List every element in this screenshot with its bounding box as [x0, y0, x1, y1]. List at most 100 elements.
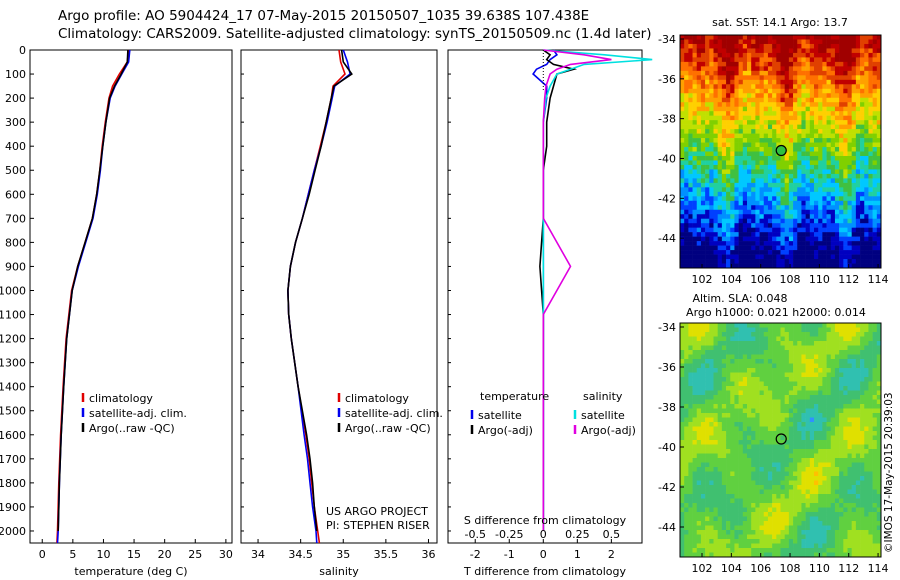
- figure-title-line2: Climatology: CARS2009. Satellite-adjuste…: [58, 26, 652, 42]
- y-tick-label: 900: [5, 260, 26, 273]
- x-tick-label: -1: [504, 548, 515, 561]
- x-tick-label: 114: [868, 273, 889, 286]
- x-tick-top-label: 0.5: [603, 528, 621, 541]
- x-tick-label: 112: [838, 273, 859, 286]
- y-tick-label: -36: [658, 73, 676, 86]
- y-tick-label: 400: [5, 140, 26, 153]
- y-tick-label: -38: [658, 113, 676, 126]
- x-tick-label: 110: [809, 273, 830, 286]
- x-tick-label: 10: [96, 548, 110, 561]
- annotation-text: US ARGO PROJECT: [326, 505, 428, 518]
- x-tick-label: 106: [750, 273, 771, 286]
- y-tick-label: -36: [658, 361, 676, 374]
- y-tick-label: 1700: [0, 453, 26, 466]
- map-frame: [679, 34, 882, 269]
- legend-label: climatology: [89, 392, 153, 405]
- plot-frame-2: [240, 49, 438, 544]
- y-tick-label: 600: [5, 188, 26, 201]
- x-axis-top-label: S difference from climatology: [464, 514, 627, 527]
- y-tick-label: 1500: [0, 405, 26, 418]
- x-tick-label: 35.5: [374, 548, 399, 561]
- y-tick-label: 1800: [0, 477, 26, 490]
- series-line-argo-raw-qc-: [57, 49, 129, 532]
- y-tick-label: -44: [658, 232, 676, 245]
- x-tick-label: 104: [721, 562, 742, 575]
- legend-label: satellite-adj. clim.: [345, 407, 443, 420]
- y-tick-label: 500: [5, 164, 26, 177]
- y-tick-label: -40: [658, 441, 676, 454]
- plot-frame-3: [447, 49, 643, 544]
- x-tick-top-label: 0: [540, 528, 547, 541]
- x-tick-label: 34: [251, 548, 265, 561]
- x-axis-label: temperature (deg C): [74, 565, 187, 578]
- plot-frame-1: [29, 49, 233, 544]
- y-tick-label: 1100: [0, 309, 26, 322]
- y-tick-label: 800: [5, 236, 26, 249]
- x-tick-label: 25: [188, 548, 202, 561]
- sla-map-title-line1: Altim. SLA: 0.048: [692, 292, 787, 305]
- x-tick-label: 102: [692, 562, 713, 575]
- x-tick-label: 20: [158, 548, 172, 561]
- heatmap-2: [680, 323, 882, 558]
- y-tick-label: 2000: [0, 525, 26, 538]
- x-tick-label: 108: [780, 273, 801, 286]
- x-axis-label: T difference from climatology: [463, 565, 626, 578]
- x-tick-label: 112: [838, 562, 859, 575]
- y-tick-label: -40: [658, 152, 676, 165]
- legend-label: satellite-adj. clim.: [89, 407, 187, 420]
- x-tick-top-label: -0.5: [464, 528, 485, 541]
- x-tick-label: -2: [470, 548, 481, 561]
- legend-label: satellite: [581, 409, 625, 422]
- x-tick-label: 1: [574, 548, 581, 561]
- legend-label: Argo(-adj): [478, 424, 533, 437]
- x-tick-label: 114: [868, 562, 889, 575]
- y-tick-label: -44: [658, 521, 676, 534]
- heatmap-1: [680, 35, 882, 269]
- series-line-argo-raw-qc-: [287, 49, 353, 532]
- y-tick-label: -42: [658, 481, 676, 494]
- y-tick-label: 0: [19, 44, 26, 57]
- y-tick-label: 300: [5, 116, 26, 129]
- y-tick-label: -34: [658, 33, 676, 46]
- x-tick-label: 110: [809, 562, 830, 575]
- map-frame: [679, 322, 882, 558]
- y-tick-label: -38: [658, 401, 676, 414]
- x-tick-label: 35: [336, 548, 350, 561]
- x-tick-label: 106: [750, 562, 771, 575]
- y-tick-label: 1300: [0, 357, 26, 370]
- argo-location-marker: [775, 433, 787, 445]
- x-tick-label: 0: [540, 548, 547, 561]
- x-tick-label: 2: [608, 548, 615, 561]
- legend-title-salinity: salinity: [583, 390, 623, 403]
- x-tick-label: 5: [69, 548, 76, 561]
- x-tick-label: 102: [692, 273, 713, 286]
- y-tick-label: 700: [5, 212, 26, 225]
- x-tick-label: 15: [127, 548, 141, 561]
- y-tick-label: 200: [5, 92, 26, 105]
- legend-label: Argo(-adj): [581, 424, 636, 437]
- x-tick-label: 36: [421, 548, 435, 561]
- y-tick-label: 1200: [0, 333, 26, 346]
- y-tick-label: 1000: [0, 284, 26, 297]
- legend-label: climatology: [345, 392, 409, 405]
- argo-location-marker: [775, 144, 787, 157]
- y-tick-label: 100: [5, 68, 26, 81]
- x-tick-top-label: 0.25: [565, 528, 590, 541]
- x-tick-label: 0: [39, 548, 46, 561]
- x-tick-label: 30: [219, 548, 233, 561]
- x-tick-label: 104: [721, 273, 742, 286]
- legend-label: Argo(..raw -QC): [89, 422, 175, 435]
- series-line-temperature-argo-adj-: [539, 49, 578, 531]
- y-tick-label: 1600: [0, 429, 26, 442]
- y-tick-label: 1400: [0, 381, 26, 394]
- x-tick-label: 34.5: [288, 548, 313, 561]
- legend-label: Argo(..raw -QC): [345, 422, 431, 435]
- series-line-salinity-argo-adj-: [542, 49, 612, 531]
- x-tick-top-label: -0.25: [495, 528, 523, 541]
- x-axis-label: salinity: [319, 565, 359, 578]
- y-tick-label: 1900: [0, 501, 26, 514]
- legend-label: satellite: [478, 409, 522, 422]
- legend-title-temperature: temperature: [480, 390, 549, 403]
- y-tick-label: -42: [658, 192, 676, 205]
